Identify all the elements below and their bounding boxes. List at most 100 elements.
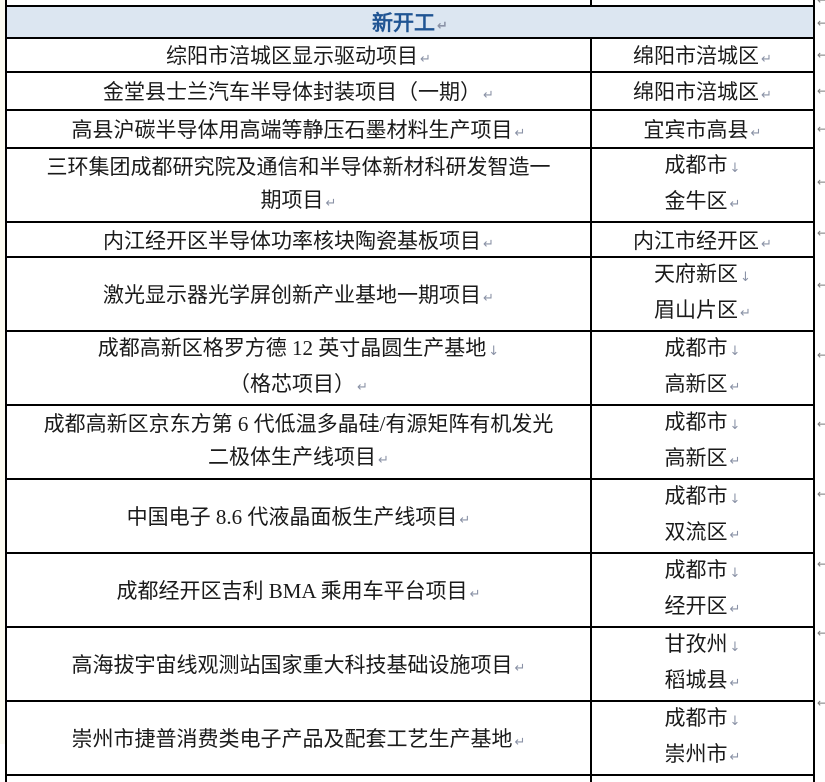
cell-text: 成都市 (664, 706, 728, 730)
row-end-mark-icon: ← (817, 348, 825, 362)
table-row: 成都经开区吉利 BMA 乘用车平台项目 ↵ 成都市 ↓ 经开区 ↵ (5, 552, 815, 628)
line-break-mark-icon: ↓ (729, 714, 741, 729)
paragraph-mark-icon: ↵ (514, 661, 526, 676)
row-end-mark-icon: ← (817, 48, 825, 62)
page-margin-strip (0, 0, 5, 744)
cell-text: 眉山片区 (654, 298, 739, 322)
table-row: 金堂县士兰汽车半导体封装项目（一期） ↵ 绵阳市涪城区 ↵ (5, 71, 815, 111)
cell-text: 成都市 (664, 558, 728, 582)
row-end-mark-icon: ← (817, 626, 825, 640)
cell-text-line: 成都经开区吉利 BMA 乘用车平台项目 ↵ (8, 575, 589, 605)
paragraph-mark-icon: ↵ (378, 452, 389, 468)
paragraph-mark-icon: ↵ (514, 735, 526, 750)
row-end-mark-icon: ← (817, 174, 825, 189)
cell-text-line: 天府新区 ↓ (593, 259, 812, 294)
row-end-mark-icon: ← (817, 278, 825, 292)
project-name-cell: 成都经开区吉利 BMA 乘用车平台项目 ↵ (5, 552, 592, 628)
cell-text-line: 甘孜州 ↓ (593, 629, 812, 664)
cell-text: 内江市经开区 (633, 228, 760, 253)
paragraph-mark-icon: ↵ (761, 88, 772, 103)
table-row: 高海拔宇宙线观测站国家重大科技基础设施项目 ↵ 甘孜州 ↓ 稻城县 ↵ (5, 626, 815, 702)
paragraph-mark-icon: ↵ (740, 306, 751, 321)
cell-text-line: 经开区 ↵ (593, 590, 812, 625)
new-projects-table: 新开工 ↵ 综阳市涪城区显示驱动项目 ↵ 绵阳市涪城区 ↵ 金堂县士兰汽车半导体封装项目（… (5, 0, 815, 782)
line-break-mark-icon: ↓ (729, 566, 741, 581)
paragraph-mark-icon: ↵ (357, 380, 368, 395)
paragraph-mark-icon: ↵ (469, 587, 481, 602)
location-cell: 甘孜州 ↓ 稻城县 ↵ (590, 626, 815, 702)
line-break-mark-icon: ↓ (729, 344, 741, 359)
cell-text: 高新区 (664, 446, 728, 470)
cell-text: 绵阳市涪城区 (633, 80, 760, 104)
project-name-cell: 内江经开区半导体功率核块陶瓷基板项目 ↵ (5, 221, 592, 258)
paragraph-mark-icon: ↵ (729, 454, 741, 469)
cell-text-line: 二极体生产线项目 ↵ (8, 441, 589, 477)
cell-text: 中国电子 8.6 代液晶面板生产线项目 (126, 505, 458, 529)
line-break-mark-icon: ↓ (488, 344, 500, 359)
cell-text-line: 成都高新区京东方第 6 代低温多晶硅/有源矩阵有机发光 (8, 408, 589, 441)
cell-text: 高海拔宇宙线观测站国家重大科技基础设施项目 (71, 653, 513, 677)
cell-text-line: 成都市 ↓ (593, 481, 812, 516)
cell-text: 崇州市捷普消费类电子产品及配套工艺生产基地 (71, 727, 513, 751)
location-cell: 宜宾市高县 ↵ (590, 109, 815, 149)
cell-text-line: 成都市 ↓ (593, 703, 812, 738)
row-end-mark-icon: ← (817, 225, 825, 240)
section-header-row: 新开工 ↵ (5, 5, 815, 39)
cell-text-line: 成都高新区格罗方德 12 英寸晶圆生产基地 ↓ (8, 333, 589, 368)
cell-text: 天府新区 (654, 262, 739, 286)
cell-text: 双流区 (664, 520, 728, 544)
cell-text-line: 中国电子 8.6 代液晶面板生产线项目 ↵ (8, 501, 589, 531)
project-name-cell: 高县沪碳半导体用高端等静压石墨材料生产项目 ↵ (5, 109, 592, 149)
cell-text: 成都市 (664, 410, 728, 434)
cell-text-line: 稻城县 ↵ (593, 664, 812, 699)
cell-text: 高县沪碳半导体用高端等静压石墨材料生产项目 (71, 118, 513, 142)
row-end-mark-icon: ← (817, 557, 825, 571)
cell-text: 综阳市涪城区显示驱动项目 (166, 44, 419, 68)
row-end-mark-icon: ← (817, 0, 825, 7)
project-name-cell: 高海拔宇宙线观测站国家重大科技基础设施项目 ↵ (5, 626, 592, 702)
table-wrap: 新开工 ↵ 综阳市涪城区显示驱动项目 ↵ 绵阳市涪城区 ↵ 金堂县士兰汽车半导体封装项目（… (5, 0, 815, 782)
cell-text-line: 期项目 ↵ (8, 184, 589, 220)
cell-text-line: 激光显示器光学屏创新产业基地一期项目 ↵ (8, 279, 589, 309)
cell-text-line: 三环集团成都研究院及通信和半导体新材科研发智造一 (8, 151, 589, 184)
location-cell: 成都市 ↓ 经开区 ↵ (590, 552, 815, 628)
paragraph-mark-icon: ↵ (729, 602, 741, 617)
section-header-label: 新开工 (372, 11, 436, 35)
cell-text-line: 成都市 ↓ (593, 150, 812, 185)
row-end-mark-icon: ← (817, 15, 825, 30)
paragraph-mark-icon: ↵ (729, 528, 741, 543)
project-name-cell: 中国电子 8.6 代液晶面板生产线项目 ↵ (5, 478, 592, 554)
empty-cell (5, 774, 592, 782)
cell-text: （格芯项目） (229, 372, 356, 396)
cell-text-line: （格芯项目） ↵ (8, 368, 589, 403)
paragraph-mark-icon: ↵ (325, 195, 337, 211)
line-break-mark-icon: ↓ (729, 640, 741, 655)
cell-text: 稻城县 (664, 668, 728, 692)
empty-cell (590, 0, 815, 7)
paragraph-mark-icon: ↵ (483, 236, 494, 252)
location-cell: 内江市经开区 ↵ (590, 221, 815, 258)
location-cell: 绵阳市涪城区 ↵ (590, 37, 815, 73)
table-row: 综阳市涪城区显示驱动项目 ↵ 绵阳市涪城区 ↵ (5, 37, 815, 73)
cell-text-line: 绵阳市涪城区 ↵ (593, 76, 812, 106)
cell-text: 成都市 (664, 336, 728, 360)
cell-text: 崇州市 (664, 742, 728, 766)
table-row: 成都高新区格罗方德 12 英寸晶圆生产基地 ↓ （格芯项目） ↵ 成都市 ↓ 高新区 ↵ (5, 330, 815, 406)
line-break-mark-icon: ↓ (740, 270, 751, 285)
cell-text-line: 崇州市 ↵ (593, 738, 812, 773)
line-break-mark-icon: ↓ (729, 418, 741, 433)
cell-text: 内江经开区半导体功率核块陶瓷基板项目 (103, 228, 482, 253)
cell-text-line: 双流区 ↵ (593, 516, 812, 551)
location-cell: 成都市 ↓ 高新区 ↵ (590, 404, 815, 480)
cell-text: 金牛区 (664, 189, 728, 213)
row-end-mark-icon: ← (817, 84, 825, 98)
location-cell: 成都市 ↓ 金牛区 ↵ (590, 147, 815, 223)
partial-row-top (5, 0, 815, 7)
location-cell: 成都市 ↓ 崇州市 ↵ (590, 700, 815, 776)
paragraph-mark-icon: ↵ (459, 513, 471, 528)
cell-text: 成都市 (664, 484, 728, 508)
paragraph-mark-icon: ↵ (729, 380, 741, 395)
cell-text-line: 高新区 ↵ (593, 442, 812, 477)
table-row: 内江经开区半导体功率核块陶瓷基板项目 ↵ 内江市经开区 ↵ (5, 221, 815, 258)
paragraph-mark-icon: ↵ (483, 291, 494, 306)
